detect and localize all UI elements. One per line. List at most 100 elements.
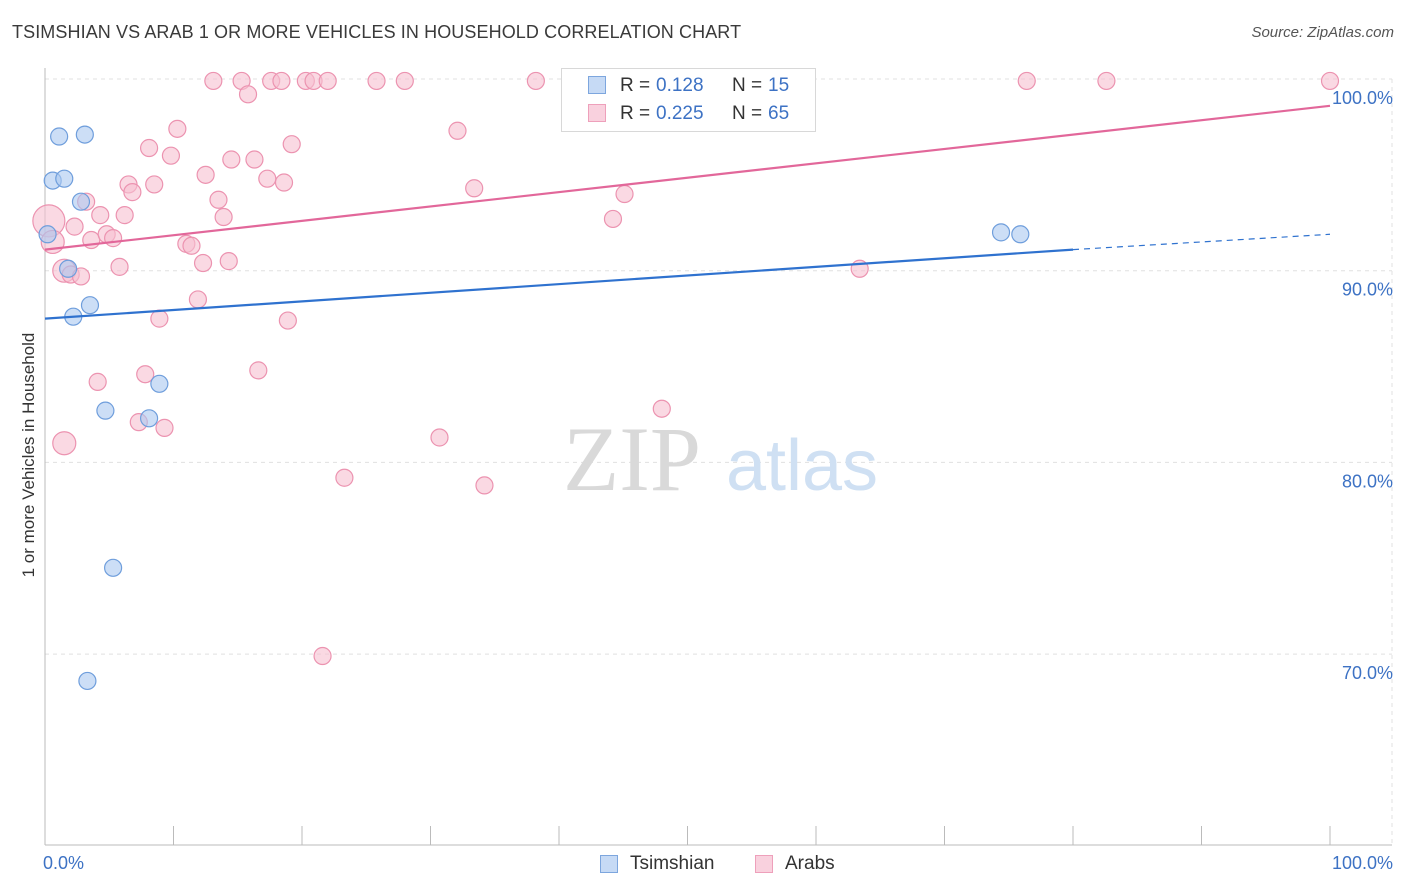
arabs-point xyxy=(110,257,129,276)
y-axis-label: 1 or more Vehicles in Household xyxy=(19,332,38,578)
legend-n-label: N = xyxy=(732,75,763,96)
x-tick-label: 0.0% xyxy=(43,853,84,873)
arabs-point xyxy=(155,418,174,437)
arabs-point xyxy=(1097,71,1116,91)
arabs-point xyxy=(193,253,213,273)
tsimshian-point xyxy=(75,125,94,144)
arabs-point xyxy=(1320,71,1340,91)
tsimshian-point xyxy=(38,225,57,244)
tsimshian-point xyxy=(96,401,115,420)
y-tick-label: 100.0% xyxy=(1332,88,1393,108)
tsimshian-point xyxy=(59,259,78,278)
tsimshian-point xyxy=(80,296,100,315)
arabs-point xyxy=(65,217,84,236)
arabs-point xyxy=(123,183,142,202)
arabs-point xyxy=(139,138,159,158)
arabs-point xyxy=(204,71,223,91)
bottom-legend-swatch-tsimshian xyxy=(600,855,618,873)
legend-r-label: R = xyxy=(620,103,651,124)
tsimshian-point xyxy=(139,409,159,428)
arabs-point xyxy=(182,236,201,255)
tsimshian-point xyxy=(1011,225,1030,244)
arabs-point xyxy=(52,431,77,456)
bottom-legend-arabs: Arabs xyxy=(755,852,835,876)
legend-n-label: N = xyxy=(732,103,763,124)
trend-layer xyxy=(44,104,1331,320)
arabs-point xyxy=(1017,71,1036,91)
arabs-point xyxy=(258,169,277,188)
arabs-point xyxy=(245,150,264,169)
chart-title: TSIMSHIAN VS ARAB 1 OR MORE VEHICLES IN … xyxy=(12,22,742,42)
arabs-point xyxy=(603,209,623,229)
tsimshian-point xyxy=(71,192,91,211)
bottom-legend-label-arabs: Arabs xyxy=(785,853,835,874)
arabs-point xyxy=(150,309,169,328)
points-layer xyxy=(32,71,1340,691)
arabs-point xyxy=(188,290,208,309)
arabs-point xyxy=(104,229,123,248)
tsimshian-trend-extension xyxy=(1072,233,1331,251)
y-tick-label: 70.0% xyxy=(1342,663,1393,683)
watermark-atlas: atlas xyxy=(726,426,878,506)
watermark: ZIP atlas xyxy=(563,408,878,510)
y-tick-label: 90.0% xyxy=(1342,280,1393,300)
grid-layer xyxy=(45,78,1393,845)
arabs-point xyxy=(278,311,297,330)
arabs-point xyxy=(318,71,337,91)
arabs-point xyxy=(238,85,258,104)
bottom-legend-label-tsimshian: Tsimshian xyxy=(630,853,715,874)
legend-n-value: 15 xyxy=(768,75,790,96)
arabs-point xyxy=(249,361,268,380)
arabs-point xyxy=(161,146,181,165)
arabs-point xyxy=(91,206,110,225)
legend-r-value: 0.225 xyxy=(656,103,704,124)
tsimshian-point xyxy=(150,374,169,393)
arabs-point xyxy=(214,207,233,227)
tsimshian-point xyxy=(55,169,74,188)
arabs-point xyxy=(274,173,294,192)
arabs-point xyxy=(145,175,164,194)
arabs-point xyxy=(448,121,467,140)
arabs-point xyxy=(136,365,155,384)
legend-r-label: R = xyxy=(620,75,651,96)
tsimshian-point xyxy=(78,671,97,691)
arabs-point xyxy=(615,184,634,204)
arabs-point xyxy=(219,252,238,271)
arabs-point xyxy=(222,150,241,169)
stats-legend: R = 0.128 N = 15 R = 0.225 N = 65 xyxy=(561,68,816,132)
arabs-point xyxy=(272,71,291,91)
arabs-point xyxy=(88,372,107,391)
y-tick-label: 80.0% xyxy=(1342,471,1393,491)
arabs-point xyxy=(526,71,545,91)
source-label: Source: ZipAtlas.com xyxy=(1251,24,1394,41)
tsimshian-point xyxy=(104,558,123,577)
tsimshian-point xyxy=(50,127,69,146)
arabs-point xyxy=(335,468,354,487)
legend-r-value: 0.128 xyxy=(656,75,704,96)
arabs-point xyxy=(196,165,215,184)
arabs-point xyxy=(465,179,484,198)
axis-layer xyxy=(44,68,1392,846)
legend-swatch-arabs xyxy=(588,104,606,122)
arabs-point xyxy=(282,135,301,154)
arabs-point xyxy=(168,119,187,138)
arabs-point xyxy=(209,190,228,209)
x-tick-label: 100.0% xyxy=(1332,853,1393,873)
arabs-point xyxy=(430,428,449,447)
watermark-zip: ZIP xyxy=(563,408,701,510)
tsimshian-trend-line xyxy=(44,248,1074,320)
legend-swatch-tsimshian xyxy=(588,76,606,94)
arabs-point xyxy=(395,71,414,91)
tsimshian-point xyxy=(991,223,1011,242)
bottom-legend-tsimshian: Tsimshian xyxy=(600,852,714,876)
arabs-point xyxy=(652,399,671,418)
arabs-trend-line xyxy=(44,104,1331,251)
bottom-legend-swatch-arabs xyxy=(755,855,773,873)
arabs-point xyxy=(313,646,332,666)
arabs-point xyxy=(115,206,134,225)
legend-n-value: 65 xyxy=(768,103,790,124)
arabs-point xyxy=(367,71,386,91)
arabs-point xyxy=(475,476,494,495)
tick-labels: 70.0% 80.0% 90.0% 100.0% 0.0% 100.0% xyxy=(43,88,1393,873)
